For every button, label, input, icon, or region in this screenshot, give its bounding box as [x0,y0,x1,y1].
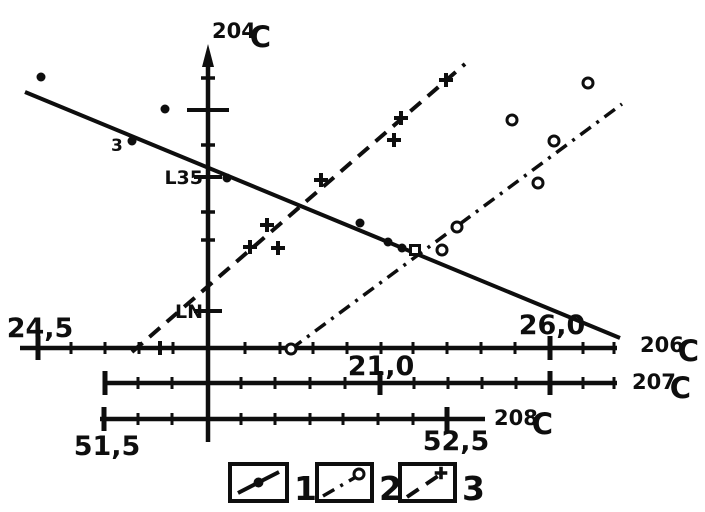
data-point-filled-circle [355,218,365,228]
axis-title-superscript: 207 [632,370,676,394]
y-axis-arrowhead [202,44,214,67]
legend-sample-line [405,472,443,499]
data-point-plus [271,241,285,255]
series-2-line [289,102,624,351]
data-point-open-circle [547,134,561,148]
data-point-open-circle [531,176,545,190]
data-point-open-circle [352,467,366,481]
x-axis-tick-label: 21,0 [348,351,415,382]
axis-title-letter: C [670,371,691,405]
x-axis-tick-label: 51,5 [74,431,141,462]
data-point-plus [394,111,408,125]
data-point-filled-circle [160,104,170,114]
data-point-filled-circle [397,243,407,253]
x-axis-tick-label: 24,5 [7,313,74,344]
legend-item-label: 1 [294,469,317,508]
axis-title-letter: C [532,407,553,441]
series-lines [24,62,624,354]
data-point-plus [434,466,448,480]
legend-item-label: 3 [462,469,485,508]
data-point-plus [439,73,453,87]
series-3-line [130,62,467,354]
data-point-filled-circle [253,477,264,488]
point-annotation: 3 [111,136,123,156]
data-point-filled-circle [383,237,393,247]
y-axis-tick-label: L35 [164,167,203,189]
data-point-plus [260,218,274,232]
legend: 1 2 3 [228,462,485,508]
data-point-plus [243,240,257,254]
x-axis-tick-label: 52,5 [423,426,490,457]
y-axis-tick-label: LN [175,301,203,323]
axis-title-superscript: 208 [494,406,538,430]
data-point-plus [387,133,401,147]
data-point-open-circle [435,243,449,257]
data-point-filled-circle [222,173,232,183]
data-point-open-circle [505,113,519,127]
axis-title-superscript: 204 [212,19,256,43]
data-point-plus [314,173,328,187]
series-points: 3 [36,72,595,356]
axis-title-letter: C [678,334,699,368]
axis-title-letter: C [250,20,271,54]
legend-item-label: 2 [379,469,402,508]
data-point-open-circle [284,342,298,356]
data-point-open-circle [450,220,464,234]
data-point-open-square [409,244,421,256]
data-point-filled-circle [127,136,137,146]
series-1-line [24,90,621,340]
x-axis-tick-label: 26,0 [519,310,586,341]
data-point-filled-circle [36,72,46,82]
data-point-open-circle [581,76,595,90]
axis-title-superscript: 206 [640,333,684,357]
data-point-plus [153,341,167,355]
